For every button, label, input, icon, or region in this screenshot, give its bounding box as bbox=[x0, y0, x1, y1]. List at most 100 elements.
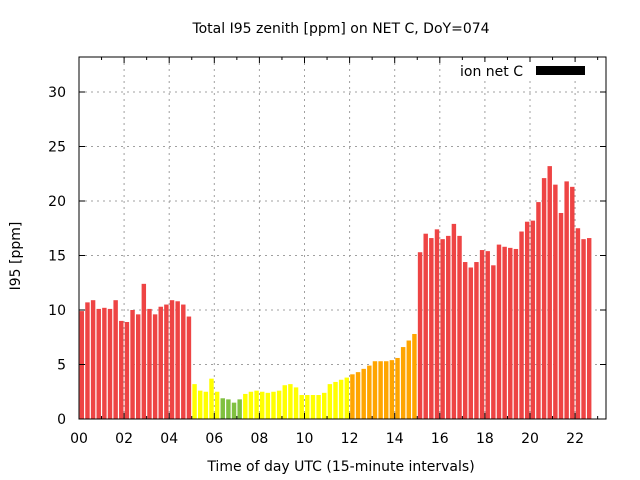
legend: ion net C bbox=[445, 62, 603, 80]
ticks bbox=[78, 57, 606, 420]
bar bbox=[271, 391, 276, 419]
bar bbox=[479, 250, 485, 419]
bar bbox=[107, 308, 113, 419]
bars bbox=[79, 166, 592, 419]
bar bbox=[90, 300, 96, 419]
bar bbox=[434, 229, 440, 419]
bar bbox=[288, 384, 293, 419]
bar bbox=[248, 391, 254, 419]
bar bbox=[333, 381, 338, 419]
bar bbox=[130, 310, 135, 419]
bar bbox=[119, 320, 124, 419]
bar bbox=[440, 239, 445, 419]
bar bbox=[508, 247, 513, 419]
bar bbox=[282, 385, 287, 419]
bar bbox=[412, 333, 417, 419]
bar bbox=[400, 347, 406, 419]
bar bbox=[457, 235, 462, 419]
bar bbox=[344, 377, 349, 419]
bar bbox=[553, 184, 558, 419]
x-tick-label: 18 bbox=[476, 431, 494, 447]
x-tick-label: 00 bbox=[70, 431, 88, 447]
bar bbox=[124, 321, 130, 419]
bar bbox=[558, 212, 564, 419]
bar bbox=[547, 166, 552, 419]
bar bbox=[243, 393, 248, 419]
bar bbox=[581, 239, 586, 419]
x-tick-label: 16 bbox=[431, 431, 449, 447]
bar bbox=[152, 314, 158, 419]
bar bbox=[423, 233, 428, 419]
bar bbox=[158, 306, 163, 419]
bar bbox=[276, 390, 282, 419]
bar bbox=[355, 372, 361, 419]
bar bbox=[575, 228, 581, 419]
bar bbox=[203, 391, 209, 419]
bar bbox=[446, 235, 451, 419]
bar bbox=[197, 390, 203, 419]
bar bbox=[147, 308, 152, 419]
bar bbox=[327, 384, 333, 419]
bar bbox=[491, 265, 496, 419]
y-tick-label: 10 bbox=[48, 303, 66, 319]
bar bbox=[135, 314, 141, 419]
bar bbox=[462, 262, 468, 419]
bar bbox=[395, 357, 400, 419]
legend-swatch bbox=[536, 66, 585, 75]
x-tick-label: 22 bbox=[566, 431, 584, 447]
bar bbox=[260, 391, 265, 419]
bar bbox=[226, 399, 231, 419]
bar bbox=[541, 178, 547, 419]
bar bbox=[322, 392, 327, 419]
bar bbox=[338, 379, 344, 419]
bar bbox=[429, 238, 434, 419]
bar bbox=[175, 301, 180, 419]
bar bbox=[310, 395, 316, 419]
bar bbox=[536, 202, 541, 419]
bar bbox=[570, 186, 575, 419]
y-tick-label: 20 bbox=[48, 194, 66, 210]
bar bbox=[451, 223, 457, 419]
y-tick-labels: 0 5 10 15 20 25 30 bbox=[48, 85, 66, 428]
bar bbox=[372, 361, 378, 419]
bar bbox=[192, 384, 197, 419]
bar bbox=[186, 316, 192, 419]
plot-frame bbox=[78, 56, 607, 420]
x-axis-label: Time of day UTC (15-minute intervals) bbox=[206, 459, 474, 475]
bar bbox=[181, 304, 186, 419]
x-tick-label: 20 bbox=[521, 431, 539, 447]
y-tick-label: 30 bbox=[48, 85, 66, 101]
bar bbox=[389, 360, 395, 419]
x-tick-label: 10 bbox=[296, 431, 314, 447]
x-tick-label: 14 bbox=[386, 431, 404, 447]
bar bbox=[254, 390, 259, 419]
bar bbox=[524, 221, 530, 419]
bar bbox=[305, 395, 310, 419]
bar bbox=[164, 304, 169, 419]
bar bbox=[513, 248, 519, 419]
bar bbox=[231, 402, 237, 419]
bar bbox=[361, 368, 366, 419]
bar bbox=[417, 252, 423, 419]
bar bbox=[293, 387, 299, 419]
bar bbox=[502, 246, 507, 419]
y-tick-label: 0 bbox=[57, 412, 66, 428]
x-tick-labels: 00 02 04 06 08 10 12 14 16 18 20 22 bbox=[70, 431, 584, 447]
x-tick-label: 12 bbox=[341, 431, 359, 447]
chart-title: Total I95 zenith [ppm] on NET C, DoY=074 bbox=[191, 21, 489, 37]
bar bbox=[485, 251, 490, 419]
bar bbox=[468, 267, 474, 419]
bar bbox=[586, 238, 592, 419]
bar bbox=[299, 395, 304, 419]
x-tick-label: 02 bbox=[115, 431, 133, 447]
bar bbox=[85, 302, 90, 419]
x-tick-label: 04 bbox=[160, 431, 178, 447]
x-tick-label: 08 bbox=[250, 431, 268, 447]
bar bbox=[316, 395, 321, 419]
bar bbox=[237, 399, 242, 419]
bar bbox=[141, 283, 147, 419]
legend-label: ion net C bbox=[460, 64, 523, 80]
y-axis-label: I95 [ppm] bbox=[8, 222, 24, 291]
bar bbox=[384, 361, 389, 419]
bar bbox=[496, 244, 502, 419]
